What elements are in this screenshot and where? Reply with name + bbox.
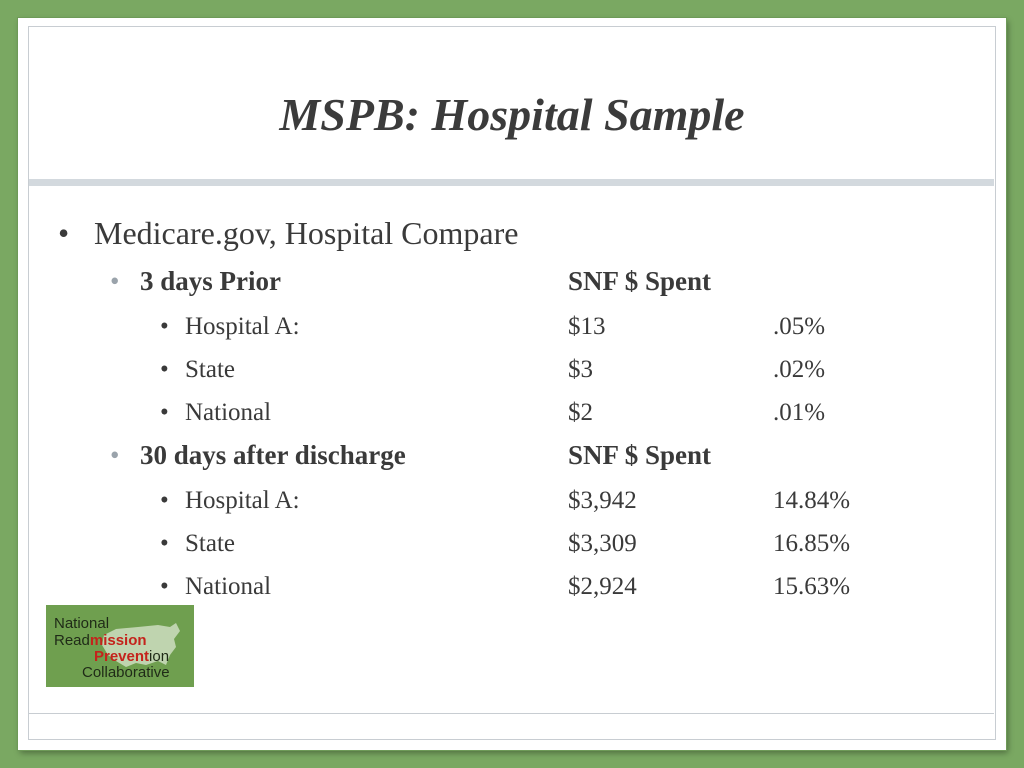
row-amount: $3 (568, 356, 593, 383)
logo-line3-a: Prevent (94, 648, 150, 665)
row-name: Hospital A: (185, 313, 300, 340)
logo-line1: National (54, 615, 110, 632)
row-percent: .05% (773, 313, 826, 340)
logo-line2-a: Read (54, 632, 90, 649)
logo-line4: Collaborative (82, 664, 170, 681)
slide-title: MSPB: Hospital Sample (279, 89, 745, 140)
bullet-icon: • (110, 440, 120, 470)
row-percent: .02% (773, 356, 826, 383)
bullet-icon: • (160, 399, 169, 426)
row-name: State (185, 356, 235, 383)
row-name: Hospital A: (185, 487, 300, 514)
row-percent: .01% (773, 399, 826, 426)
bullet-icon: • (110, 266, 120, 296)
column-header: SNF $ Spent (568, 266, 712, 296)
bullet-icon: • (160, 356, 169, 383)
row-amount: $2 (568, 399, 593, 426)
bullet-icon: • (160, 313, 169, 340)
section-label: 30 days after discharge (140, 440, 406, 470)
row-name: State (185, 530, 235, 557)
section-label: 3 days Prior (140, 266, 281, 296)
row-name: National (185, 573, 272, 600)
row-percent: 14.84% (773, 487, 851, 514)
bullet-icon: • (160, 573, 169, 600)
slide-inner-border (28, 26, 996, 740)
us-map-icon (102, 623, 180, 667)
logo-line2: Readmission (54, 632, 147, 649)
slide: MSPB: Hospital Sample • Medicare.gov, Ho… (18, 18, 1006, 750)
bullet-icon: • (160, 487, 169, 514)
column-header: SNF $ Spent (568, 440, 712, 470)
bullet-text: Medicare.gov, Hospital Compare (94, 215, 519, 251)
row-amount: $3,942 (568, 487, 637, 514)
footer-divider (29, 713, 994, 714)
logo-line3-b: ion (149, 648, 170, 665)
logo-line3: Prevention (94, 648, 169, 665)
row-percent: 16.85% (773, 530, 851, 557)
title-divider (29, 179, 994, 186)
bullet-icon: • (58, 215, 70, 251)
bullet-icon: • (160, 530, 169, 557)
nrpc-logo: National Readmission Prevention Collabor… (46, 605, 194, 687)
row-percent: 15.63% (773, 573, 851, 600)
row-amount: $13 (568, 313, 606, 340)
row-amount: $2,924 (568, 573, 637, 600)
logo-line2-b: mission (89, 632, 147, 649)
row-amount: $3,309 (568, 530, 637, 557)
row-name: National (185, 399, 272, 426)
